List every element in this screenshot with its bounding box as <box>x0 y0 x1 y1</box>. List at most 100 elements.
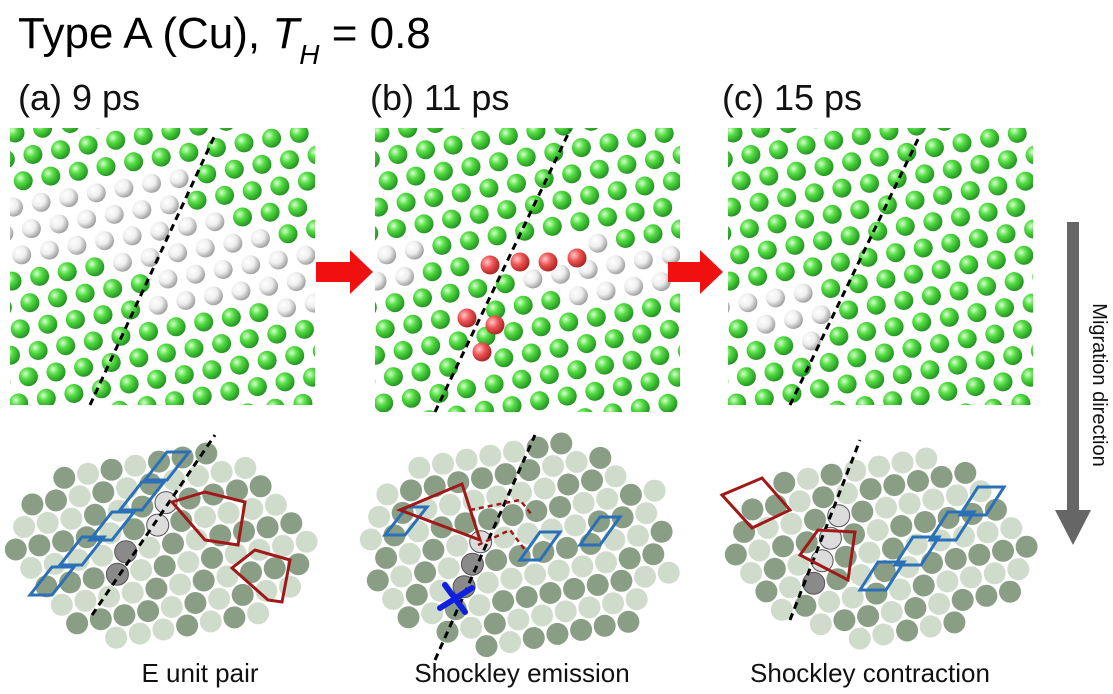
atom <box>176 291 195 310</box>
site <box>13 516 35 538</box>
atom <box>51 140 70 159</box>
atom <box>988 177 1007 196</box>
atom <box>1021 368 1040 387</box>
atom <box>84 332 103 351</box>
site <box>456 449 478 471</box>
atom <box>106 131 125 150</box>
atom <box>220 382 239 401</box>
site <box>471 467 493 489</box>
atom <box>179 143 198 162</box>
atom <box>385 293 404 312</box>
atom <box>1014 246 1033 265</box>
arrow <box>316 250 373 294</box>
atom <box>306 220 325 239</box>
atom <box>170 169 189 188</box>
atom <box>243 181 262 200</box>
site <box>398 606 420 628</box>
atom-red <box>473 343 492 362</box>
atom <box>849 274 868 293</box>
atom <box>129 348 148 367</box>
site <box>234 457 256 479</box>
atom <box>321 389 340 408</box>
atom <box>562 164 581 183</box>
atom <box>980 129 999 148</box>
atom <box>186 265 205 284</box>
atom <box>59 188 78 207</box>
atom <box>794 284 813 303</box>
site <box>137 600 159 622</box>
site <box>945 548 967 570</box>
atom <box>632 325 651 344</box>
atom <box>447 406 466 425</box>
site <box>113 604 135 626</box>
atom <box>797 136 816 155</box>
atom <box>434 162 453 181</box>
atom <box>787 162 806 181</box>
atom <box>727 394 746 413</box>
site <box>101 459 123 481</box>
atom <box>580 186 599 205</box>
direction-arrow <box>1067 222 1079 512</box>
atom <box>214 260 233 279</box>
site <box>439 494 461 516</box>
atom <box>64 384 83 403</box>
atom <box>548 413 567 432</box>
atom <box>9 394 28 413</box>
site <box>83 567 105 589</box>
atom <box>577 334 596 353</box>
site <box>200 610 222 632</box>
atom <box>450 257 469 276</box>
site <box>619 547 641 569</box>
atom <box>879 121 898 140</box>
atom <box>745 415 764 434</box>
atom <box>686 389 705 408</box>
atom <box>4 198 23 217</box>
atom <box>468 279 487 298</box>
atom <box>252 155 271 174</box>
atom <box>970 155 989 174</box>
atom <box>876 270 895 289</box>
atom <box>290 124 309 143</box>
atom <box>512 370 531 389</box>
atom <box>997 224 1016 243</box>
site <box>265 494 287 516</box>
atom <box>901 413 920 432</box>
atom <box>709 372 728 391</box>
site <box>549 496 571 518</box>
atom <box>470 205 489 224</box>
atom <box>69 162 88 181</box>
atom <box>617 155 636 174</box>
site <box>571 555 593 577</box>
atom <box>812 305 831 324</box>
atom <box>650 346 669 365</box>
site <box>821 464 843 486</box>
atom-panel <box>356 109 709 441</box>
site <box>1016 536 1038 558</box>
site <box>1007 558 1029 580</box>
site <box>803 572 825 594</box>
atom <box>202 360 221 379</box>
site <box>946 484 968 506</box>
atom <box>212 334 231 353</box>
atom <box>416 140 435 159</box>
atoms <box>0 109 1062 660</box>
site <box>546 623 568 645</box>
site <box>296 531 318 553</box>
atom <box>795 210 814 229</box>
atom <box>550 339 569 358</box>
site <box>250 475 272 497</box>
schematic <box>725 448 1038 650</box>
atom <box>670 294 689 313</box>
atom <box>925 138 944 157</box>
site <box>977 521 999 543</box>
atom <box>885 317 904 336</box>
atom <box>167 317 186 336</box>
site <box>564 514 586 536</box>
atom <box>541 291 560 310</box>
site <box>570 619 592 641</box>
site <box>563 578 585 600</box>
atom <box>55 410 74 429</box>
atom <box>241 255 260 274</box>
atom <box>240 329 259 348</box>
atom <box>457 379 476 398</box>
